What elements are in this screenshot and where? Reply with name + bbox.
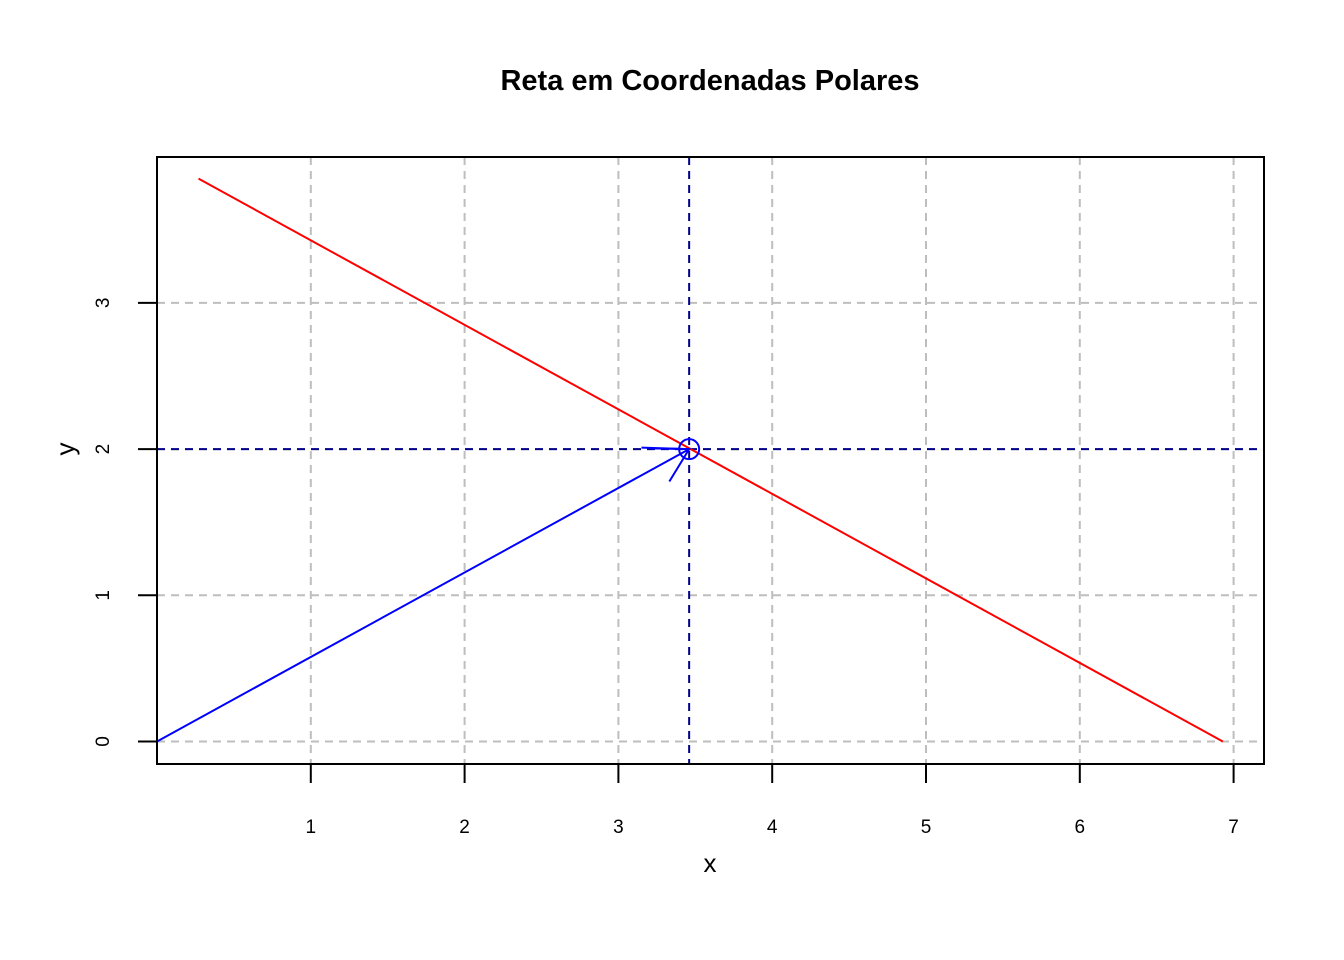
x-tick-label: 3 (613, 817, 624, 838)
x-tick-label: 7 (1228, 817, 1239, 838)
y-tick-label: 2 (93, 444, 114, 455)
x-axis: 1 2 3 4 5 6 7 (306, 763, 1239, 838)
x-tick-label: 6 (1075, 817, 1086, 838)
x-tick-label: 4 (767, 817, 778, 838)
chart-title: Reta em Coordenadas Polares (500, 65, 919, 97)
y-tick-label: 1 (93, 590, 114, 601)
series-group (156, 177, 1224, 743)
y-tick-label: 0 (93, 736, 114, 747)
x-axis-label: x (704, 848, 717, 878)
x-tick-label: 2 (459, 817, 470, 838)
reference-lines (157, 157, 1264, 764)
point-marker (678, 438, 701, 461)
y-tick-label: 3 (93, 298, 114, 309)
y-axis-label: y (50, 443, 80, 456)
x-tick-label: 1 (306, 817, 317, 838)
blue-vector-line (156, 448, 690, 743)
y-axis: 0 1 2 3 (93, 298, 158, 747)
red-line (198, 177, 1224, 743)
short-arrow-line (641, 446, 690, 451)
x-tick-label: 5 (921, 817, 932, 838)
